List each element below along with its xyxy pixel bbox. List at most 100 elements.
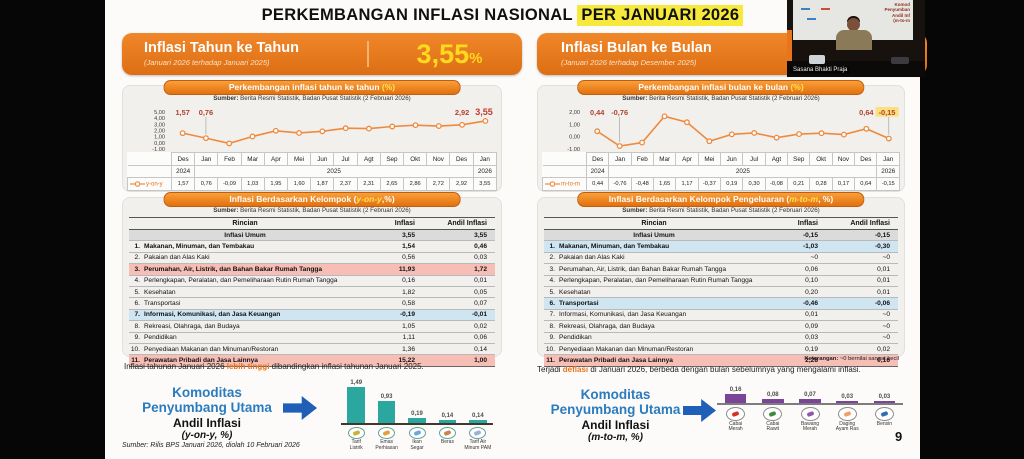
presentation-slide: PERKEMBANGAN INFLASI NASIONAL PER JANUAR…	[105, 0, 927, 459]
axis-months-row: Des Jan Feb Mar Apr Mei Jun Jul Agt Sep Okt Nov Des J…	[542, 152, 900, 166]
andil-value: -0,30	[826, 240, 898, 253]
data-point	[319, 128, 326, 135]
table-row: 1. Makanan, Minuman, dan Tembakau -1,03 -0,…	[544, 240, 898, 253]
andil-value: ~0	[826, 309, 898, 322]
row-name: Penyediaan Makanan dan Minuman/Restoran	[142, 343, 361, 356]
icon-cell	[866, 406, 903, 421]
commodity-label: Cabai Rawit	[766, 420, 780, 433]
row-number: 7.	[129, 309, 142, 322]
note-text: dibandingkan inflasi tahunan Januari 202…	[269, 362, 424, 371]
chicken-meat-icon	[837, 406, 857, 421]
row-name: Makanan, Minuman, dan Tembakau	[142, 240, 361, 253]
andil-value: 3,55	[423, 229, 495, 242]
person-body	[836, 30, 872, 50]
table-row: 11. Perawatan Pribadi dan Jasa Lainnya 15,…	[129, 354, 495, 367]
bar-value-label: 0,14	[471, 412, 484, 419]
inflasi-value: 1,54	[361, 240, 423, 253]
bar-column: 0,19	[402, 411, 432, 423]
yoy-header-box: Inflasi Tahun ke Tahun (Januari 2026 ter…	[122, 33, 522, 75]
series-value-cell: 0,44	[585, 177, 610, 191]
mtm-table-source: Sumber: Berita Resmi Statistik, Badan Pu…	[538, 207, 904, 214]
series-value-cell: 0,30	[742, 177, 766, 191]
series-value-cell: 2,72	[426, 177, 451, 191]
month-cell: Feb	[630, 152, 655, 166]
data-point	[751, 130, 758, 136]
rice-icon	[438, 427, 456, 439]
series-value-cell: -0,08	[764, 177, 789, 191]
table-row: 4. Perlengkapan, Peralatan, dan Pemelihar…	[129, 275, 495, 287]
row-name: Kesehatan	[142, 286, 361, 299]
data-point	[272, 127, 279, 134]
commodities-heading-blue: Komoditas Penyumbang Utama	[122, 385, 292, 415]
screen-mark	[821, 8, 830, 10]
data-point	[296, 130, 303, 136]
labels-row: Tarif Listrik Emas Perhiasan Ikan Segar Ber…	[341, 439, 493, 452]
heading-line: Penyumbang Utama	[550, 402, 681, 418]
webcam-tile[interactable]: Komod Penyumban Andil Inf (m-to-m Sasana…	[787, 0, 925, 77]
row-number: 5.	[544, 286, 557, 299]
month-cell: Mei	[697, 152, 722, 166]
column-header: Andil Inflasi	[826, 217, 898, 230]
row-name: Informasi, Komunikasi, dan Jasa Keuangan	[557, 309, 764, 322]
label-highlight	[875, 107, 899, 117]
line-chart-svg: 5,004,003,002,001,000,00-1,00 1,57 0,76 2,9…	[152, 107, 493, 153]
yoy-axis-table: Des Jan Feb Mar Apr Mei Jun Jul Agt Sep Okt Nov Des J…	[127, 152, 498, 191]
month-cell: Des	[449, 152, 474, 166]
yoy-headline-value: 3,55%	[377, 39, 522, 70]
data-point-label: 3,55	[475, 107, 493, 117]
legend-series-name: m-to-m	[561, 181, 580, 188]
row-name: Pendidikan	[557, 332, 764, 344]
source-label: Sumber:	[213, 95, 239, 102]
slide-title-text: PERKEMBANGAN INFLASI NASIONAL	[261, 6, 578, 24]
month-cell: Sep	[787, 152, 811, 166]
trend-line	[596, 115, 890, 147]
bar-value-label: 0,07	[804, 392, 816, 399]
trend-line	[182, 120, 486, 145]
row-number: 3.	[544, 263, 557, 276]
note-text: Terjadi	[537, 365, 563, 374]
chart-title-text: Perkembangan inflasi bulan ke bulan	[638, 82, 791, 92]
bar-value-label: 0,93	[380, 393, 393, 400]
month-cell: Apr	[263, 152, 289, 166]
series-value-cell: 0,76	[194, 177, 219, 191]
commodity-label: Cabai Merah	[728, 420, 743, 433]
yoy-header-subtitle: (Januari 2026 terhadap Januari 2025)	[144, 58, 270, 68]
icon-cell	[402, 427, 432, 439]
inflasi-value: -0,46	[764, 297, 826, 310]
commodities-heading-sub: (m-to-m, %)	[588, 432, 643, 444]
row-number: 9.	[544, 332, 557, 344]
series-value-cell: 0,64	[854, 177, 878, 191]
row-number: 3.	[129, 263, 142, 276]
data-point	[412, 122, 419, 129]
column-header: Rincian	[129, 217, 361, 230]
yoy-note: Inflasi tahunan Januari 2026 lebih tingg…	[124, 362, 507, 371]
inflasi-value: 0,03	[764, 332, 826, 344]
divider	[367, 41, 369, 67]
source-label: Sumber:	[622, 95, 648, 102]
inflasi-value: 1,05	[361, 320, 423, 333]
icons-row	[717, 406, 903, 421]
andil-value: 0,02	[826, 343, 898, 356]
table-row: 10. Penyediaan Makanan dan Minuman/Restor…	[544, 343, 898, 356]
yoy-chart-title: Perkembangan inflasi tahun ke tahun (%)	[163, 80, 461, 95]
data-point	[249, 133, 256, 140]
labels-row: Cabai Merah Cabai Rawit Bawang Merah Daging…	[717, 420, 903, 434]
data-point	[342, 125, 349, 132]
baseline	[341, 423, 493, 425]
table-row: Inflasi Umum -0,15 -0,15	[544, 229, 898, 242]
footnote-label: Keterangan:	[804, 356, 839, 362]
data-point	[818, 130, 825, 137]
inflasi-value: -0,19	[361, 309, 423, 322]
table-row: Inflasi Umum 3,55 3,55	[129, 229, 495, 242]
note-accent: deflasi	[562, 365, 589, 374]
icon-glyph	[473, 429, 482, 437]
table-row: 2. Pakaian dan Alas Kaki 0,56 0,03	[129, 252, 495, 265]
data-point-label: -0,15	[879, 108, 896, 117]
table-title-accent: m-to-m	[789, 194, 819, 204]
inflasi-value: 0,19	[764, 343, 826, 356]
row-number: 2.	[129, 252, 142, 265]
month-cell: Nov	[426, 152, 451, 166]
table-title-text: , %)	[818, 194, 834, 204]
andil-value: 0,01	[423, 275, 495, 287]
table-row: 2. Pakaian dan Alas Kaki ~0 ~0	[544, 252, 898, 265]
